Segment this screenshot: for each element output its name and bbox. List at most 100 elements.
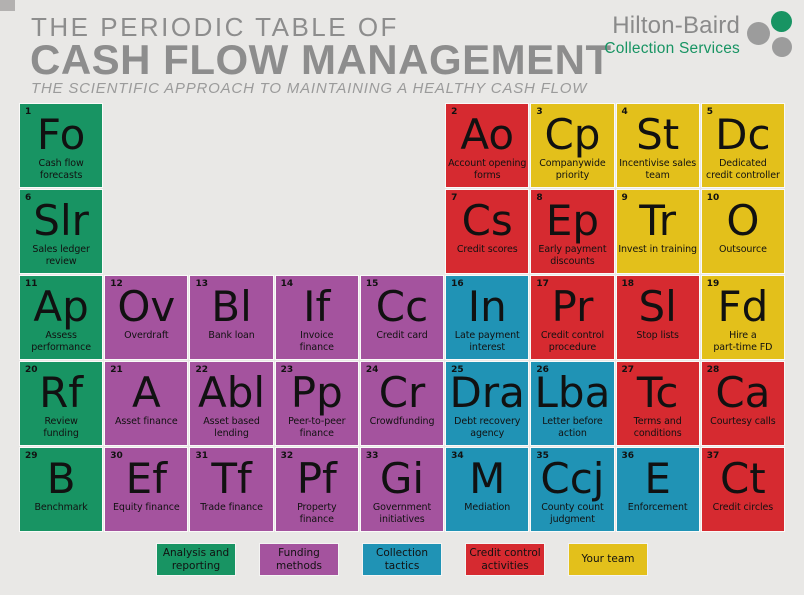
element-label: Peer-to-peer finance <box>288 416 346 439</box>
element-label: Early payment discounts <box>538 244 607 267</box>
element-number: 31 <box>195 451 208 461</box>
element-cell-cc: 15 Cc Credit card <box>359 275 445 360</box>
element-cell-cp: 3 Cp Companywide priority <box>530 103 615 188</box>
element-cell-cs: 7 Cs Credit scores <box>445 189 530 274</box>
element-symbol: Pp <box>290 368 343 417</box>
element-label: Courtesy calls <box>710 416 776 427</box>
element-label: Credit card <box>376 330 428 341</box>
element-symbol: Tr <box>639 196 677 245</box>
element-cell-b: 29 B Benchmark <box>19 447 104 532</box>
element-number: 26 <box>536 365 549 375</box>
element-label: Invest in training <box>618 244 697 255</box>
element-symbol: Pr <box>551 282 594 331</box>
element-symbol: In <box>467 282 507 331</box>
element-symbol: Ao <box>460 110 515 159</box>
element-cell-gi: 33 Gi Government initiatives <box>359 447 445 532</box>
element-symbol: M <box>469 454 506 503</box>
element-symbol: If <box>303 282 331 331</box>
legend-label: Collection tactics <box>376 546 428 572</box>
element-symbol: Ccj <box>540 454 605 503</box>
element-cell-rf: 20 Rf Review funding <box>19 361 104 446</box>
element-label: Assess performance <box>31 330 91 353</box>
element-symbol: Ef <box>125 454 167 503</box>
element-label: Terms and conditions <box>633 416 682 439</box>
legend-item-credit: Credit control activities <box>465 543 545 576</box>
element-label: Equity finance <box>113 502 180 513</box>
element-number: 24 <box>365 365 379 375</box>
element-cell-ov: 12 Ov Overdraft <box>104 275 189 360</box>
element-cell-slr: 6 Slr Sales ledger review <box>19 189 104 274</box>
logo-dot-gray-bottom-icon <box>772 37 792 57</box>
element-number: 11 <box>25 279 38 289</box>
element-cell-m: 34 M Mediation <box>445 447 530 532</box>
element-symbol: Pf <box>296 454 337 503</box>
element-number: 19 <box>706 279 720 289</box>
element-label: Late payment interest <box>454 330 520 353</box>
legend-item-collection: Collection tactics <box>362 543 442 576</box>
element-number: 22 <box>195 365 208 375</box>
element-symbol: Fo <box>36 110 86 159</box>
element-cell-pf: 32 Pf Property finance <box>274 447 359 532</box>
element-symbol: Ca <box>715 368 771 417</box>
element-label: Account opening forms <box>448 158 527 181</box>
logo-dot-gray-left-icon <box>747 22 770 45</box>
element-number: 30 <box>110 451 123 461</box>
element-number: 6 <box>25 193 32 203</box>
element-symbol: Cr <box>378 368 426 417</box>
element-number: 37 <box>706 451 720 461</box>
element-number: 15 <box>365 279 379 289</box>
element-symbol: Cc <box>375 282 429 331</box>
element-number: 33 <box>365 451 379 461</box>
element-cell-fd: 19 Fd Hire a part-time FD <box>700 275 785 360</box>
title-kicker: THE PERIODIC TABLE OF <box>31 12 399 42</box>
element-number: 29 <box>25 451 38 461</box>
element-number: 20 <box>25 365 38 375</box>
element-label: Crowdfunding <box>369 416 435 427</box>
element-symbol: E <box>644 454 671 503</box>
legend-label: Credit control activities <box>469 546 541 572</box>
element-cell-tr: 9 Tr Invest in training <box>615 189 700 274</box>
legend-label: Your team <box>581 553 635 566</box>
element-label: Outsource <box>718 244 767 255</box>
element-number: 1 <box>25 107 32 117</box>
element-symbol: Bl <box>211 282 252 331</box>
element-symbol: Ov <box>117 282 176 331</box>
element-number: 18 <box>621 279 635 289</box>
element-symbol: O <box>726 196 760 245</box>
element-cell-ct: 37 Ct Credit circles <box>700 447 785 532</box>
element-number: 7 <box>451 193 458 203</box>
element-label: Property finance <box>297 502 337 525</box>
element-symbol: Cp <box>544 110 601 159</box>
periodic-table: 1 Fo Cash flow forecasts 2 Ao Account opening… <box>19 103 785 532</box>
element-label: Benchmark <box>34 502 88 513</box>
element-label: Debt recovery agency <box>454 416 521 439</box>
element-number: 12 <box>110 279 123 289</box>
element-number: 35 <box>536 451 549 461</box>
legend-item-team: Your team <box>568 543 648 576</box>
element-label: Stop lists <box>636 330 679 341</box>
element-number: 8 <box>536 193 543 203</box>
element-cell-sl: 18 Sl Stop lists <box>615 275 700 360</box>
element-label: Credit control procedure <box>540 330 604 353</box>
element-cell-dc: 5 Dc Dedicated credit controller <box>700 103 785 188</box>
element-number: 32 <box>280 451 294 461</box>
element-label: Invoice finance <box>299 330 334 353</box>
element-symbol: Dc <box>715 110 771 159</box>
element-label: Review funding <box>43 416 79 439</box>
element-cell-ao: 2 Ao Account opening forms <box>445 103 530 188</box>
element-symbol: Fd <box>717 282 769 331</box>
element-symbol: Ep <box>545 196 600 245</box>
element-number: 25 <box>451 365 464 375</box>
element-symbol: Cs <box>461 196 513 245</box>
element-symbol: Sl <box>638 282 677 331</box>
element-symbol: Lba <box>534 368 611 417</box>
element-label: Dedicated credit controller <box>705 158 780 181</box>
element-label: Credit circles <box>712 502 774 513</box>
logo-dot-green-icon <box>771 11 792 32</box>
legend: Analysis and reporting Funding methods Col… <box>0 543 804 576</box>
element-cell-abl: 22 Abl Asset based lending <box>189 361 274 446</box>
element-cell-st: 4 St Incentivise sales team <box>615 103 700 188</box>
element-cell-ca: 28 Ca Courtesy calls <box>700 361 785 446</box>
element-number: 23 <box>280 365 294 375</box>
